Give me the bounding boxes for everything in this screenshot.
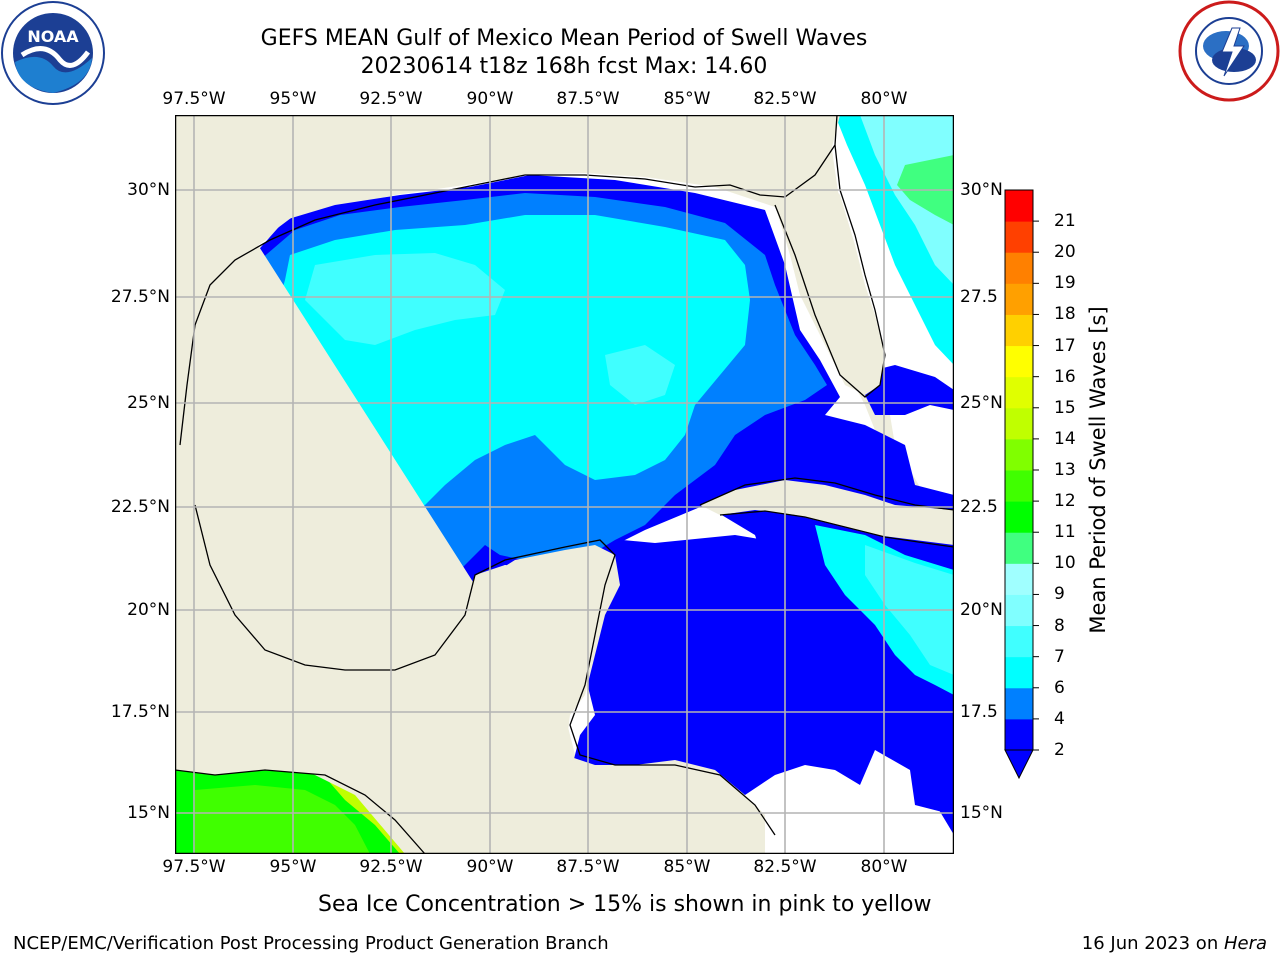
lat-label-right: 17.5	[960, 702, 998, 722]
colorbar-tick-label: 19	[1054, 273, 1076, 294]
colorbar-segment	[1005, 625, 1033, 658]
colorbar-segment	[1005, 501, 1033, 533]
lon-label-bottom: 92.5°W	[359, 857, 423, 877]
colorbar-segment	[1005, 376, 1033, 409]
land-masses	[175, 115, 954, 854]
colorbar-title: Mean Period of Swell Waves [s]	[1086, 306, 1110, 634]
lon-label-top: 95°W	[269, 89, 317, 109]
colorbar-segment	[1005, 407, 1033, 440]
lat-label-right: 20°N	[960, 600, 1003, 620]
lat-label-right: 25°N	[960, 393, 1003, 413]
colorbar-segment	[1005, 563, 1033, 595]
footer-date-text: 16 Jun 2023 on	[1081, 933, 1224, 954]
nws-logo	[1178, 0, 1280, 102]
colorbar	[1004, 189, 1039, 780]
gridlines	[175, 115, 954, 854]
colorbar-extend-triangle	[1004, 749, 1034, 780]
colorbar-tick-label: 10	[1054, 553, 1076, 574]
gulf-map	[175, 115, 954, 854]
chart-subtitle: 20230614 t18z 168h fcst Max: 14.60	[360, 54, 768, 79]
colorbar-segment	[1005, 470, 1033, 502]
lat-label-right: 22.5	[960, 497, 998, 517]
colorbar-segment	[1005, 532, 1033, 564]
colorbar-tick-label: 11	[1054, 522, 1076, 543]
lon-label-top: 92.5°W	[359, 89, 423, 109]
lat-label-left: 25°N	[127, 393, 170, 413]
lon-label-bottom: 82.5°W	[753, 857, 817, 877]
colorbar-segment	[1005, 221, 1033, 253]
lon-label-bottom: 87.5°W	[556, 857, 620, 877]
colorbar-segment	[1005, 718, 1033, 751]
colorbar-tick-label: 6	[1054, 677, 1065, 698]
coastlines	[175, 115, 954, 854]
lon-label-bottom: 80°W	[860, 857, 908, 877]
colorbar-segment	[1005, 345, 1033, 378]
lon-label-top: 87.5°W	[556, 89, 620, 109]
colorbar-segment	[1005, 283, 1033, 315]
lon-label-top: 85°W	[663, 89, 711, 109]
lat-label-left: 15°N	[127, 803, 170, 823]
chart-title: GEFS MEAN Gulf of Mexico Mean Period of …	[260, 26, 868, 51]
colorbar-tick-label: 17	[1054, 335, 1076, 356]
lon-label-bottom: 97.5°W	[162, 857, 226, 877]
colorbar-segment	[1005, 438, 1033, 471]
sea-ice-note: Sea Ice Concentration > 15% is shown in …	[318, 892, 932, 917]
noaa-logo-label: NOAA	[27, 27, 79, 46]
colorbar-tick-label: 7	[1054, 646, 1065, 667]
lon-label-top: 97.5°W	[162, 89, 226, 109]
colorbar-tick-label: 4	[1054, 708, 1065, 729]
colorbar-segment	[1005, 656, 1033, 689]
lon-label-bottom: 85°W	[663, 857, 711, 877]
lat-label-left: 30°N	[127, 180, 170, 200]
colorbar-tick-label: 14	[1054, 428, 1076, 449]
colorbar-tick-label: 2	[1054, 740, 1065, 760]
colorbar-tick-label: 21	[1054, 211, 1076, 232]
lat-label-right: 27.5	[960, 287, 998, 307]
colorbar-tick-label: 9	[1054, 584, 1065, 605]
noaa-logo: NOAA	[1, 1, 105, 105]
lon-label-bottom: 90°W	[466, 857, 514, 877]
colorbar-segment	[1005, 687, 1033, 720]
footer-branch: NCEP/EMC/Verification Post Processing Pr…	[13, 933, 609, 954]
colorbar-tick-label: 18	[1054, 304, 1076, 325]
lon-label-top: 80°W	[860, 89, 908, 109]
colorbar-segment	[1005, 252, 1033, 284]
lat-label-left: 22.5°N	[110, 497, 170, 517]
lat-label-right: 15°N	[960, 803, 1003, 823]
colorbar-tick-label: 13	[1054, 460, 1076, 480]
lon-label-top: 82.5°W	[753, 89, 817, 109]
colorbar-tick-label: 16	[1054, 366, 1076, 387]
colorbar-tick-label: 20	[1054, 242, 1076, 263]
lat-label-left: 20°N	[127, 600, 170, 620]
colorbar-tick-label: 8	[1054, 615, 1065, 636]
colorbar-tick-label: 15	[1054, 397, 1076, 418]
lon-label-bottom: 95°W	[269, 857, 317, 877]
lon-label-top: 90°W	[466, 89, 514, 109]
colorbar-segment	[1005, 314, 1033, 347]
footer-date: 16 Jun 2023 on Hera	[1082, 933, 1267, 954]
colorbar-tick-label: 12	[1054, 491, 1076, 512]
colorbar-segment	[1005, 190, 1033, 222]
lat-label-left: 27.5°N	[110, 287, 170, 307]
lat-label-left: 17.5°N	[110, 702, 170, 722]
footer-host: Hera	[1223, 933, 1267, 954]
lat-label-right: 30°N	[960, 180, 1003, 200]
colorbar-segment	[1005, 594, 1033, 627]
